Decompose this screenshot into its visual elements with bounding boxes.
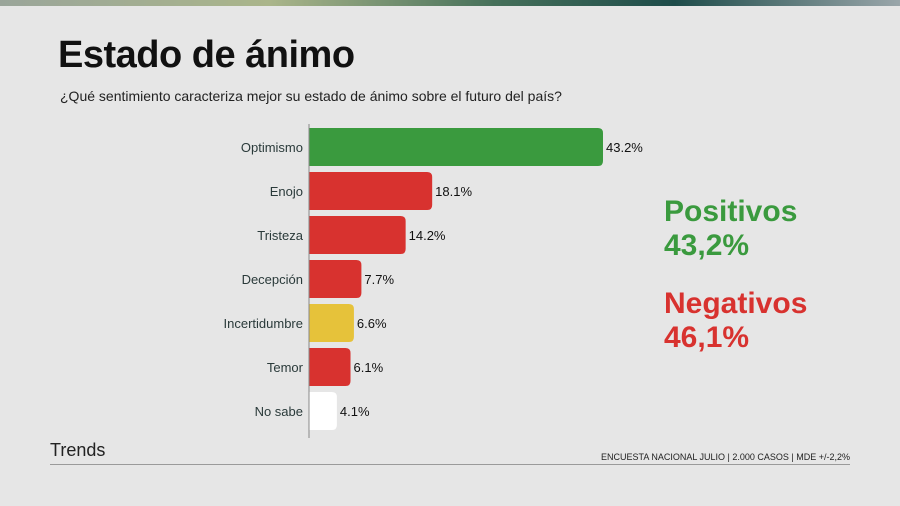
data-label: 6.1% (354, 360, 384, 375)
positive-label: Positivos (664, 195, 798, 228)
negative-value: 46,1% (664, 321, 750, 354)
bar-chart: Optimismo 43.2% Enojo 18.1% Tristeza 14.2% Dec… (224, 124, 643, 438)
data-label: 43.2% (606, 140, 643, 155)
negative-label: Negativos (664, 287, 808, 320)
positive-summary: Positivos 43,2% (664, 195, 797, 263)
category-label: Enojo (270, 184, 303, 199)
top-accent-bar (0, 0, 900, 6)
data-label: 7.7% (364, 272, 394, 287)
category-label: Temor (267, 360, 304, 375)
negative-summary: Negativos 46,1% (664, 287, 807, 355)
category-label: Optimismo (241, 140, 303, 155)
bar-6 (309, 392, 337, 430)
data-label: 4.1% (340, 404, 370, 419)
positive-value: 43,2% (664, 229, 750, 262)
data-label: 18.1% (435, 184, 472, 199)
data-label: 14.2% (409, 228, 446, 243)
data-label: 6.6% (357, 316, 387, 331)
brand-logo: Trends (50, 440, 106, 460)
page-subtitle: ¿Qué sentimiento caracteriza mejor su es… (60, 88, 562, 104)
category-label: No sabe (255, 404, 303, 419)
survey-footnote: ENCUESTA NACIONAL JULIO | 2.000 CASOS | … (600, 452, 850, 462)
bar-3 (309, 260, 362, 298)
category-label: Incertidumbre (224, 316, 303, 331)
bar-1 (309, 172, 433, 210)
category-label: Decepción (242, 272, 303, 287)
bar-4 (309, 304, 354, 342)
bar-2 (309, 216, 406, 254)
bar-0 (309, 128, 603, 166)
footer-divider (50, 464, 850, 465)
category-label: Tristeza (257, 228, 304, 243)
bar-5 (309, 348, 351, 386)
page-title: Estado de ánimo (58, 34, 355, 76)
